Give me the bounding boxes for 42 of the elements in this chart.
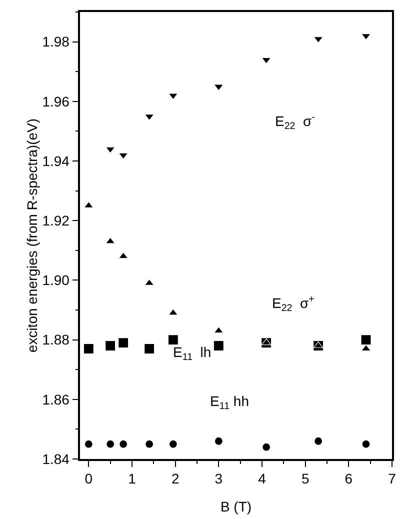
point [168, 440, 178, 448]
x-tick-label: 4 [258, 470, 266, 487]
point [119, 440, 128, 448]
point [261, 338, 272, 346]
point [313, 341, 324, 348]
point [361, 344, 371, 352]
x-tick-label: 6 [344, 470, 353, 487]
point [213, 340, 224, 352]
y-tick-label: 1.94 [42, 152, 70, 169]
point [361, 34, 371, 40]
y-axis-title: exciton energies (from R-spectra)(eV) [24, 118, 40, 353]
x-tick-label: 7 [388, 470, 396, 487]
annotation: E$_{11}$ hh [210, 393, 249, 412]
y-tick-label: 1.84 [42, 450, 70, 467]
annotation: E$_{11}$ lh [173, 344, 212, 363]
point [214, 436, 223, 446]
point [360, 334, 372, 346]
x-tick-label: 1 [128, 470, 136, 487]
y-tick-label: 1.92 [42, 212, 70, 228]
x-tick-label: 0 [84, 470, 93, 487]
x-tick-label: 2 [171, 470, 180, 487]
x-axis-title: B (T) [220, 498, 252, 514]
point [106, 440, 115, 448]
point [314, 436, 323, 446]
y-tick-label: 1.86 [42, 391, 70, 408]
point [83, 343, 94, 354]
point [262, 442, 271, 452]
point [362, 440, 370, 448]
y-tick-label: 1.98 [42, 34, 70, 50]
point [144, 343, 155, 354]
annotation: E$_{22}$ σ$^{-}$ [275, 112, 315, 132]
point [118, 337, 129, 348]
y-tick-label: 1.88 [42, 332, 70, 348]
point [145, 440, 154, 448]
x-tick-label: 3 [214, 470, 223, 487]
point [84, 440, 93, 448]
y-tick-label: 1.90 [42, 272, 70, 288]
annotation: E$_{22}$ σ$^{+}$ [272, 294, 315, 314]
x-tick-label: 5 [301, 470, 310, 487]
y-tick-label: 1.96 [42, 93, 70, 110]
point [168, 334, 178, 346]
point [105, 340, 116, 352]
